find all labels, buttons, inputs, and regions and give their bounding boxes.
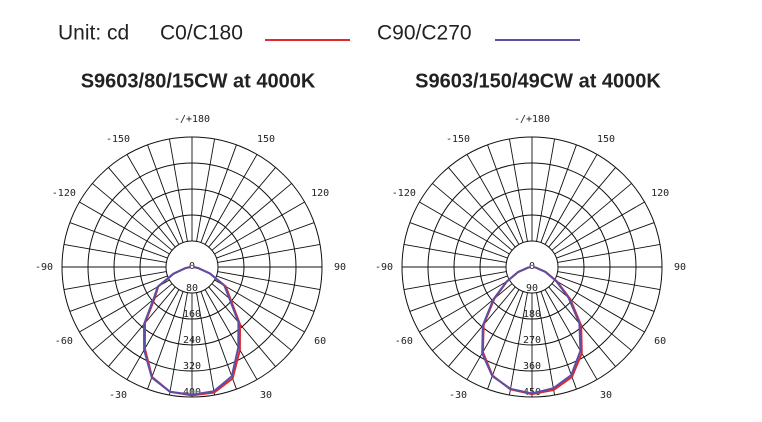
- grid-circle: [427, 162, 637, 372]
- grid-circle: [505, 240, 559, 294]
- angle-tick-label: -30: [109, 390, 127, 401]
- radial-tick-label: 90: [526, 283, 538, 294]
- angle-tick-label: 120: [651, 188, 669, 199]
- radial-tick-label: 80: [186, 283, 198, 294]
- angle-tick-label: -90: [35, 262, 53, 273]
- grid-circle: [139, 214, 245, 320]
- grid-circle: [401, 136, 663, 398]
- angle-tick-label: 30: [600, 390, 612, 401]
- radial-tick-label: 160: [183, 309, 201, 320]
- grid-circle: [61, 136, 323, 398]
- angle-tick-label: -150: [446, 134, 470, 145]
- grid-circle: [479, 214, 585, 320]
- angle-tick-label: -/+180: [174, 114, 210, 125]
- legend-label: C0/C180: [160, 22, 243, 45]
- radial-tick-label: 180: [523, 309, 541, 320]
- angle-tick-label: -60: [55, 336, 73, 347]
- angle-tick-label: 120: [311, 188, 329, 199]
- radial-tick-label: 400: [183, 387, 201, 398]
- intensity-curve: [142, 266, 240, 396]
- angle-tick-label: 60: [314, 336, 326, 347]
- angle-tick-label: 60: [654, 336, 666, 347]
- angle-tick-label: -120: [52, 188, 76, 199]
- angle-tick-label: -150: [106, 134, 130, 145]
- radial-tick-label: 0: [189, 261, 195, 272]
- angle-tick-label: 90: [674, 262, 686, 273]
- radial-tick-label: 360: [523, 361, 541, 372]
- grid-circle: [113, 188, 271, 346]
- radial-tick-label: 0: [529, 261, 535, 272]
- angle-tick-label: 150: [597, 134, 615, 145]
- intensity-curve: [481, 266, 582, 395]
- radial-tick-label: 240: [183, 335, 201, 346]
- legend-label: C90/C270: [377, 22, 472, 45]
- angle-tick-label: 150: [257, 134, 275, 145]
- angle-tick-label: -/+180: [514, 114, 550, 125]
- angle-tick-label: -60: [395, 336, 413, 347]
- angle-tick-label: -120: [392, 188, 416, 199]
- grid-circle: [453, 188, 611, 346]
- radial-tick-label: 320: [183, 361, 201, 372]
- chart-title: S9603/150/49CW at 4000K: [415, 70, 661, 92]
- angle-tick-label: -90: [375, 262, 393, 273]
- grid-circle: [87, 162, 297, 372]
- chart-title: S9603/80/15CW at 4000K: [81, 70, 316, 92]
- unit-label: Unit: cd: [58, 22, 129, 45]
- angle-tick-label: 90: [334, 262, 346, 273]
- grid-circle: [165, 240, 219, 294]
- angle-tick-label: -30: [449, 390, 467, 401]
- angle-tick-label: 30: [260, 390, 272, 401]
- radial-tick-label: 270: [523, 335, 541, 346]
